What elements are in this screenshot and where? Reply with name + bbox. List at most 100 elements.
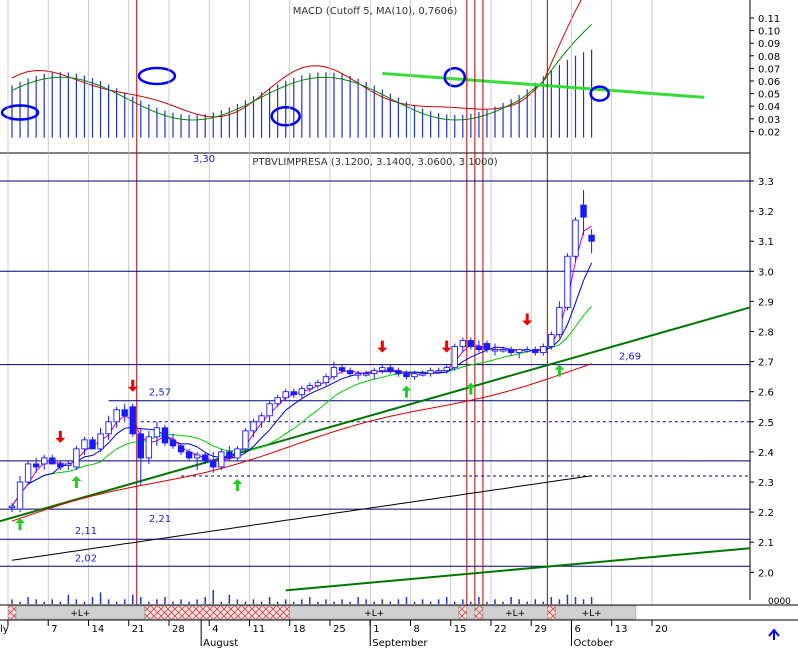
candle-body [290,391,297,396]
signal-label: +L+ [364,609,384,619]
candle-body [210,460,217,468]
candle-body [395,370,402,375]
buy-arrow-icon [15,518,26,531]
x-day-label: 13 [615,624,628,635]
x-day-label: 14 [91,624,104,635]
price-tick-label: 2.7 [758,358,774,369]
candle-body [354,373,362,376]
x-day-label: 25 [333,624,346,635]
x-day-label: 28 [172,624,185,635]
candle-body [540,346,547,354]
macd-ellipse-marker [0,104,40,121]
candle-body [588,234,595,242]
price-tick-label: 2.9 [758,297,774,308]
x-month-label: October [573,638,614,649]
candle-body [113,409,120,423]
candle-body [81,439,88,450]
candle-body [387,367,394,372]
sell-arrow-icon [55,430,66,443]
long-moving-average [11,475,592,561]
candle-body [403,373,410,378]
candle-body [298,388,305,396]
macd-tick-label: 0.03 [758,115,780,126]
macd-tick-label: 0.04 [758,102,780,113]
x-day-label: 29 [534,624,547,635]
x-day-label: 6 [574,624,580,635]
rising-trend-line [0,306,751,523]
price-tick-label: 2.2 [758,508,774,519]
candle-body [459,340,466,347]
candle-body [32,463,40,468]
level-label: 2,21 [149,514,171,525]
candle-body [73,448,80,468]
buy-arrow-icon [465,382,476,395]
macd-signal-line [11,24,592,121]
candle-body [306,385,314,390]
price-tick-label: 3.0 [758,267,774,278]
candle-body [564,255,571,308]
x-day-label: 20 [655,624,668,635]
candle-body [274,397,281,405]
candle-body [226,451,233,459]
signal-label: +L+ [505,609,525,619]
candle-body [16,481,24,510]
macd-panel: 0.11 0.100.09 0.080.07 0.06 0.050.04 0.030.02 [0,0,780,600]
candle-body [524,349,531,352]
sell-arrow-icon [441,340,452,353]
candle-body [419,373,426,376]
lower-trend-line [285,547,751,592]
price-tick-label: 3.1 [758,237,774,248]
candle-body [169,439,177,447]
candle-body [185,451,193,459]
signal-segment [466,605,476,620]
signal-segment [458,605,468,620]
x-month-label: September [372,638,428,649]
price-tick-label: 3.2 [758,207,774,218]
scroll-up-icon[interactable] [768,628,780,640]
macd-tick-label: 0.06 [758,77,780,88]
candle-body [105,421,112,435]
candle-body [483,343,491,351]
candle-body [338,367,346,372]
x-day-label: ly [0,624,9,635]
level-label: 2,11 [75,526,97,537]
candle-body [322,376,330,384]
volume-panel [0,590,798,606]
macd-ellipse-marker [270,106,301,127]
price-title: PTBVLIMPRESA (3.1200, 3.1400, 3.0600, 3.… [252,157,497,168]
candle-body [145,436,153,459]
macd-tick-label: 0.10 [758,27,780,38]
candle-body [153,427,161,438]
candle-body [266,403,273,417]
candle-body [282,391,289,399]
candle-body [411,373,418,378]
macd-tick-label: 0.11 [758,14,780,25]
signal-segment [144,605,290,620]
candle-body [371,370,378,375]
macd-tick-label: 0.02 [758,127,780,138]
candle-body [218,451,225,468]
x-day-label: 21 [132,624,145,635]
candle-body [532,349,539,354]
candle-body [379,367,386,372]
x-day-label: 18 [293,624,306,635]
x-day-label: 1 [373,624,379,635]
candle-body [65,463,72,466]
candle-body [363,373,370,376]
sell-arrow-icon [127,379,138,392]
x-day-label: 22 [494,624,507,635]
candle-body [499,349,507,352]
macd-tick-label: 0.07 [758,64,780,75]
candle-body [97,433,104,450]
macd-tick-label: 0.08 [758,52,780,63]
candle-body [314,382,322,387]
macd-ellipse-marker [137,66,177,86]
sell-arrow-icon [377,340,388,353]
candle-body [491,349,499,352]
price-tick-label: 2.1 [758,538,774,549]
x-day-label: 8 [413,624,419,635]
macd-title: MACD (Cutoff 5, MA(10), 0,7606) [293,6,458,17]
price-tick-label: 3.3 [758,177,774,188]
